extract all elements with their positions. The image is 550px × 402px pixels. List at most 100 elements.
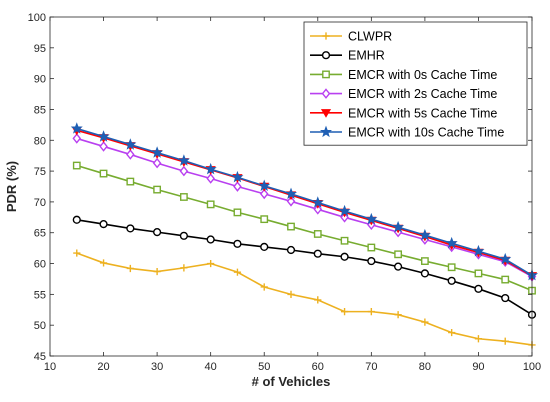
y-tick: 55	[34, 289, 532, 301]
star-marker	[284, 187, 298, 200]
legend-entry: EMCR with 10s Cache Time	[310, 126, 504, 140]
circle-marker	[126, 224, 135, 233]
circle-marker	[233, 239, 242, 248]
x-tick: 30	[151, 17, 163, 373]
diamond-marker	[233, 181, 242, 192]
circle-marker	[474, 284, 483, 293]
x-tick-label: 40	[205, 361, 217, 373]
y-tick-label: 85	[34, 104, 46, 116]
y-tick-label: 55	[34, 289, 46, 301]
plus-marker	[126, 264, 134, 273]
y-tick: 100	[28, 12, 532, 24]
x-tick: 90	[472, 17, 485, 373]
plus-marker	[260, 283, 268, 291]
legend-entry: EMCR with 2s Cache Time	[310, 87, 497, 101]
square-marker	[501, 275, 510, 284]
axes-layer: 10 20 30 40 50 60 70 80 90 100 45 50 55 60 65 70 75 80 85 9…	[28, 12, 542, 373]
square-marker	[287, 222, 295, 231]
series-line	[76, 218, 533, 316]
diamond-marker	[99, 141, 108, 152]
circle-marker	[313, 249, 322, 258]
square-marker	[179, 193, 188, 201]
star-marker	[338, 204, 351, 217]
x-tick-label: 30	[151, 361, 163, 373]
plus-marker	[287, 290, 295, 298]
plus-marker	[180, 264, 188, 272]
plus-marker	[233, 268, 242, 276]
legend-box	[303, 21, 528, 146]
x-tick-label: 10	[44, 361, 56, 373]
plus-marker	[322, 32, 330, 40]
y-tick-label: 80	[34, 135, 46, 147]
series-emhr	[72, 215, 537, 319]
y-tick: 60	[34, 259, 532, 271]
circle-marker	[153, 228, 162, 237]
plus-marker	[448, 328, 456, 337]
x-tick-label: 50	[258, 361, 270, 373]
legend-entry: EMCR with 0s Cache Time	[310, 68, 497, 82]
x-tick: 20	[97, 17, 110, 373]
diamond-marker	[206, 173, 215, 184]
y-tick-label: 60	[34, 259, 46, 271]
circle-marker	[179, 231, 188, 240]
x-tick-label: 60	[312, 361, 324, 373]
legend-label: EMHR	[348, 49, 385, 63]
star-marker	[472, 244, 485, 257]
star-marker	[151, 146, 164, 158]
x-tick-label: 20	[97, 361, 109, 373]
series-emcr-with-10s-cache-time	[70, 122, 539, 281]
y-tick: 90	[34, 74, 532, 86]
circle-marker	[367, 256, 376, 266]
square-marker	[99, 169, 108, 178]
y-tick-label: 75	[34, 166, 46, 178]
y-tick: 45	[34, 351, 532, 363]
circle-marker	[286, 245, 296, 255]
square-marker	[153, 185, 162, 194]
y-tick-label: 70	[34, 197, 46, 209]
star-marker	[204, 162, 217, 175]
square-marker	[260, 215, 269, 224]
diamond-marker	[179, 165, 189, 177]
legend-label: CLWPR	[348, 30, 392, 44]
x-tick: 10	[44, 17, 56, 373]
star-marker	[319, 125, 333, 138]
y-tick: 65	[34, 228, 532, 240]
y-tick-label: 100	[28, 12, 46, 24]
circle-marker	[99, 219, 108, 229]
plus-marker	[394, 311, 402, 319]
star-marker	[499, 252, 512, 265]
axes-frame	[49, 16, 533, 357]
legend-entry: EMCR with 5s Cache Time	[310, 106, 497, 120]
plus-marker	[99, 259, 108, 267]
plus-marker	[367, 308, 375, 316]
legend-entry: EMHR	[310, 49, 385, 63]
square-marker	[474, 269, 483, 278]
star-marker	[258, 179, 271, 192]
diamond-marker	[259, 188, 269, 200]
plus-marker	[501, 337, 509, 345]
star-marker	[231, 170, 244, 183]
circle-marker	[394, 262, 403, 271]
y-tick: 70	[34, 197, 532, 209]
x-tick: 50	[258, 17, 270, 373]
star-marker	[70, 122, 83, 134]
star-marker	[97, 130, 110, 142]
square-marker	[206, 200, 215, 209]
triangle-down-marker	[320, 109, 332, 118]
star-marker	[392, 220, 405, 233]
circle-marker	[420, 269, 429, 278]
y-tick: 50	[34, 320, 532, 332]
square-marker	[447, 263, 456, 272]
star-marker	[418, 228, 431, 241]
plus-marker	[73, 249, 81, 257]
x-tick-label: 100	[523, 361, 541, 373]
diamond-marker	[72, 133, 82, 144]
series-clwpr	[73, 249, 536, 349]
star-marker	[177, 154, 190, 166]
legend-entry: CLWPR	[310, 30, 392, 44]
y-tick: 95	[34, 43, 532, 55]
series-emcr-with-2s-cache-time	[72, 133, 537, 282]
y-tick: 85	[34, 104, 532, 116]
star-marker	[445, 236, 458, 249]
x-axis-title: # of Vehicles	[252, 374, 331, 389]
